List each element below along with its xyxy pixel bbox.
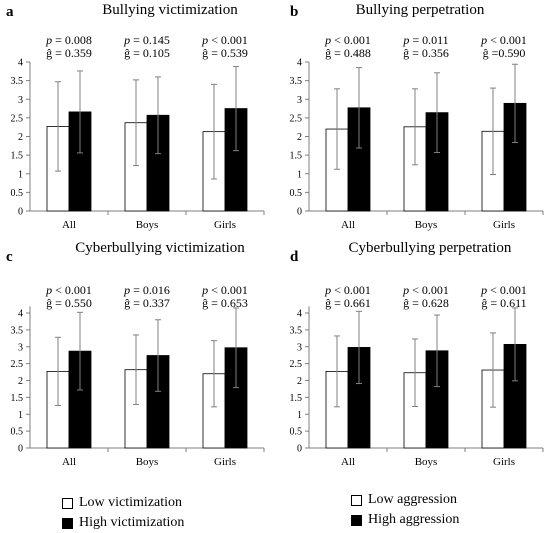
legend-item-high: High aggression: [351, 510, 459, 530]
y-tick-label: 1.5: [11, 393, 24, 404]
y-tick-label: 2: [297, 132, 302, 143]
legend-label-high: High victimization: [79, 515, 185, 530]
p-value-label: p < 0.001: [324, 33, 371, 47]
y-tick-label: 2: [18, 132, 23, 143]
y-tick-label: 1.5: [290, 393, 303, 404]
chart-title: Bullying perpetration: [356, 2, 485, 18]
y-tick-label: 4: [18, 58, 23, 69]
y-tick-label: 3: [297, 95, 302, 106]
legend-label-high: High aggression: [368, 512, 460, 527]
y-tick-label: 4: [297, 58, 302, 69]
p-value-label: p < 0.001: [480, 283, 527, 297]
y-tick-label: 3: [297, 342, 302, 353]
p-value-label: p = 0.011: [402, 33, 448, 47]
effect-size-label: ĝ = 0.539: [202, 46, 248, 60]
effect-size-label: ĝ = 0.628: [403, 296, 449, 310]
p-value-label: p = 0.016: [123, 283, 170, 297]
y-tick-label: 0: [18, 444, 23, 455]
legend-label-low: Low victimization: [79, 495, 183, 510]
panel-letter: b: [290, 4, 298, 20]
legend-aggression: Low aggression High aggression: [351, 490, 459, 530]
p-value-label: p < 0.001: [201, 283, 248, 297]
y-tick-label: 1.5: [290, 151, 303, 162]
p-value-label: p < 0.001: [45, 283, 92, 297]
legend-item-high: High victimization: [62, 513, 184, 533]
y-tick-label: 1: [18, 410, 23, 421]
panel-letter: d: [290, 249, 299, 265]
effect-size-label: ĝ = 0.611: [481, 296, 526, 310]
y-tick-label: 0.5: [290, 188, 303, 199]
effect-size-label: ĝ =0.590: [483, 46, 526, 60]
y-tick-label: 1: [297, 410, 302, 421]
legend-item-low: Low victimization: [62, 493, 184, 513]
effect-size-label: ĝ = 0.488: [325, 46, 371, 60]
chart-title: Cyberbullying perpetration: [349, 240, 512, 256]
legend-swatch-low: [62, 497, 73, 509]
y-tick-label: 1: [297, 169, 302, 180]
x-tick-label: Boys: [136, 456, 159, 468]
x-tick-label: Girls: [214, 456, 236, 468]
p-value-label: p < 0.001: [324, 283, 371, 297]
y-tick-label: 0: [18, 207, 23, 218]
x-tick-label: Boys: [415, 219, 438, 231]
effect-size-label: ĝ = 0.337: [124, 296, 170, 310]
x-tick-label: All: [341, 456, 355, 468]
x-tick-label: Boys: [415, 456, 438, 468]
x-tick-label: All: [62, 219, 76, 231]
y-tick-label: 0: [297, 444, 302, 455]
chart-title: Cyberbullying victimization: [75, 240, 245, 256]
y-tick-label: 2: [18, 376, 23, 387]
legend-item-low: Low aggression: [351, 490, 459, 510]
y-tick-label: 1: [18, 169, 23, 180]
chart-title: Bullying victimization: [102, 2, 238, 18]
effect-size-label: ĝ = 0.359: [46, 46, 92, 60]
y-tick-label: 0.5: [290, 427, 303, 438]
y-tick-label: 2.5: [290, 359, 303, 370]
legend-swatch-low: [351, 494, 362, 506]
y-tick-label: 3.5: [290, 325, 303, 336]
y-tick-label: 3.5: [11, 325, 24, 336]
p-value-label: p < 0.001: [201, 33, 248, 47]
y-tick-label: 3: [18, 95, 23, 106]
y-tick-label: 2: [297, 376, 302, 387]
p-value-label: p < 0.001: [402, 283, 449, 297]
x-tick-label: Girls: [493, 219, 515, 231]
effect-size-label: ĝ = 0.550: [46, 296, 92, 310]
y-tick-label: 3.5: [11, 76, 24, 87]
x-tick-label: All: [62, 456, 76, 468]
y-tick-label: 2.5: [11, 113, 24, 124]
x-tick-label: Girls: [493, 456, 515, 468]
effect-size-label: ĝ = 0.661: [325, 296, 371, 310]
y-tick-label: 4: [297, 309, 302, 320]
x-tick-label: All: [341, 219, 355, 231]
p-value-label: p = 0.008: [45, 33, 92, 47]
p-value-label: p = 0.145: [123, 33, 170, 47]
y-tick-label: 3: [18, 342, 23, 353]
x-tick-label: Boys: [136, 219, 159, 231]
y-tick-label: 0.5: [11, 427, 24, 438]
effect-size-label: ĝ = 0.105: [124, 46, 170, 60]
effect-size-label: ĝ = 0.356: [403, 46, 449, 60]
y-tick-label: 2.5: [290, 113, 303, 124]
legend-victimization: Low victimization High victimization: [62, 493, 184, 533]
y-tick-label: 0: [297, 207, 302, 218]
p-value-label: p < 0.001: [480, 33, 527, 47]
y-tick-label: 1.5: [11, 151, 24, 162]
panel-letter: a: [6, 4, 14, 20]
legend-swatch-high: [351, 514, 362, 526]
effect-size-label: ĝ = 0.653: [202, 296, 248, 310]
panel-letter: c: [6, 249, 13, 265]
y-tick-label: 2.5: [11, 359, 24, 370]
y-tick-label: 4: [18, 309, 23, 320]
y-tick-label: 0.5: [11, 188, 24, 199]
x-tick-label: Girls: [214, 219, 236, 231]
y-tick-label: 3.5: [290, 76, 303, 87]
legend-swatch-high: [62, 517, 73, 529]
legend-label-low: Low aggression: [368, 492, 458, 507]
